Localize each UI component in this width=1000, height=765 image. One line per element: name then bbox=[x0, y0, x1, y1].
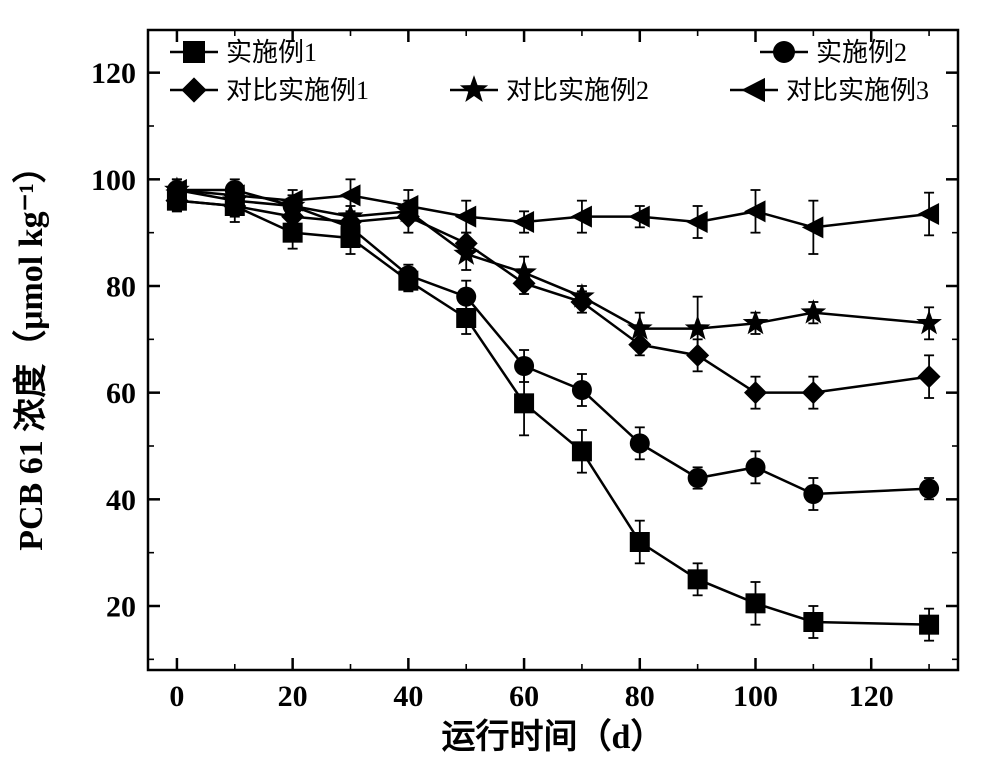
legend-label: 对比实施例3 bbox=[786, 76, 929, 105]
x-tick-label: 60 bbox=[509, 680, 539, 713]
legend-item-s2: 实施例2 bbox=[760, 38, 907, 67]
y-tick-label: 60 bbox=[106, 377, 136, 410]
x-axis-title: 运行时间（d） bbox=[442, 717, 665, 756]
x-tick-label: 120 bbox=[849, 680, 894, 713]
x-tick-label: 0 bbox=[169, 680, 184, 713]
legend-label: 实施例1 bbox=[226, 38, 317, 67]
x-tick-label: 100 bbox=[733, 680, 778, 713]
y-tick-label: 100 bbox=[91, 164, 136, 197]
x-tick-label: 40 bbox=[393, 680, 423, 713]
y-tick-label: 20 bbox=[106, 591, 136, 624]
chart-container: 0 20 40 60 80 100 120 20 40 60 80 100 120 运行时间（d） PCB … bbox=[0, 0, 1000, 765]
y-tick-label: 40 bbox=[106, 484, 136, 517]
x-tick-label: 20 bbox=[278, 680, 308, 713]
legend-label: 对比实施例2 bbox=[506, 76, 649, 105]
y-tick-label: 80 bbox=[106, 271, 136, 304]
x-tick-label: 80 bbox=[625, 680, 655, 713]
legend-item-s1: 实施例1 bbox=[170, 38, 317, 67]
legend-label: 对比实施例1 bbox=[226, 76, 369, 105]
y-axis-title: PCB 61 浓度（μmol kg⁻¹） bbox=[11, 149, 50, 551]
line-chart: 0 20 40 60 80 100 120 20 40 60 80 100 120 运行时间（d） PCB … bbox=[0, 0, 1000, 765]
y-tick-label: 120 bbox=[91, 57, 136, 90]
legend-label: 实施例2 bbox=[816, 38, 907, 67]
